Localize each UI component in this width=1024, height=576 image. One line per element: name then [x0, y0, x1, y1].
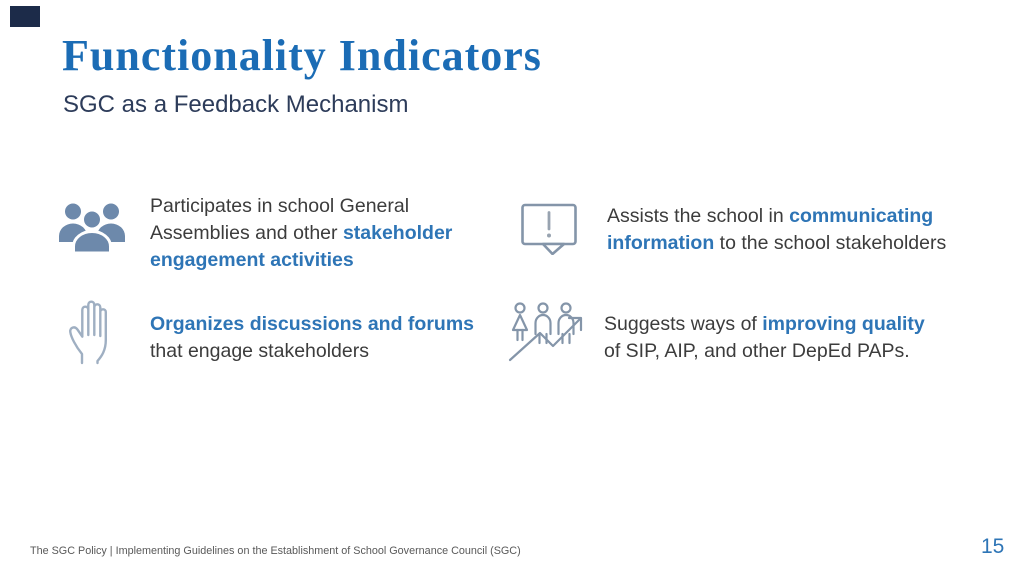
people-growth-arrow-icon — [508, 302, 588, 362]
text-segment-accent: communicating — [789, 205, 934, 227]
text-segment-accent: information — [607, 232, 715, 254]
text-segment: to the school stakeholders — [714, 232, 947, 254]
feature-text-line: engagement activities — [150, 247, 490, 274]
footer-text: The SGC Policy | Implementing Guidelines… — [30, 545, 521, 557]
feature-text-line: Organizes discussions and forums — [150, 311, 490, 338]
feature-text-assists: Assists the school in communicating info… — [607, 203, 967, 257]
feature-text-organizes: Organizes discussions and forums that en… — [150, 311, 490, 365]
raised-hand-icon — [65, 295, 117, 365]
text-segment: Assemblies and other — [150, 222, 343, 244]
text-segment: Participates in school General — [150, 195, 410, 217]
feature-text-line: Suggests ways of improving quality — [604, 311, 964, 338]
feature-text-line: that engage stakeholders — [150, 338, 490, 365]
feature-text-line: information to the school stakeholders — [607, 230, 967, 257]
page-title: Functionality Indicators — [62, 31, 542, 80]
feature-text-line: Assists the school in communicating — [607, 203, 967, 230]
people-group-icon — [57, 201, 127, 253]
feature-text-line: Assemblies and other stakeholder — [150, 220, 490, 247]
feature-text-line: Participates in school General — [150, 193, 490, 220]
page-number: 15 — [981, 535, 1005, 558]
text-segment: Assists the school in — [607, 205, 790, 227]
text-segment-accent: improving quality — [762, 313, 925, 335]
text-segment: Suggests ways of — [604, 313, 763, 335]
slide-corner-accent — [10, 6, 40, 27]
text-segment: of SIP, AIP, and other DepEd PAPs. — [604, 340, 910, 362]
speech-bubble-exclamation-icon — [521, 203, 578, 255]
text-segment-accent: Organizes discussions and forums — [150, 313, 474, 335]
text-segment-accent: stakeholder — [342, 222, 453, 244]
feature-text-suggests: Suggests ways of improving quality of SI… — [604, 311, 964, 365]
page-subtitle: SGC as a Feedback Mechanism — [63, 91, 409, 118]
text-segment-accent: engagement activities — [150, 249, 354, 271]
text-segment: that engage stakeholders — [150, 340, 369, 362]
feature-text-participates: Participates in school General Assemblie… — [150, 193, 490, 274]
feature-text-line: of SIP, AIP, and other DepEd PAPs. — [604, 338, 964, 365]
